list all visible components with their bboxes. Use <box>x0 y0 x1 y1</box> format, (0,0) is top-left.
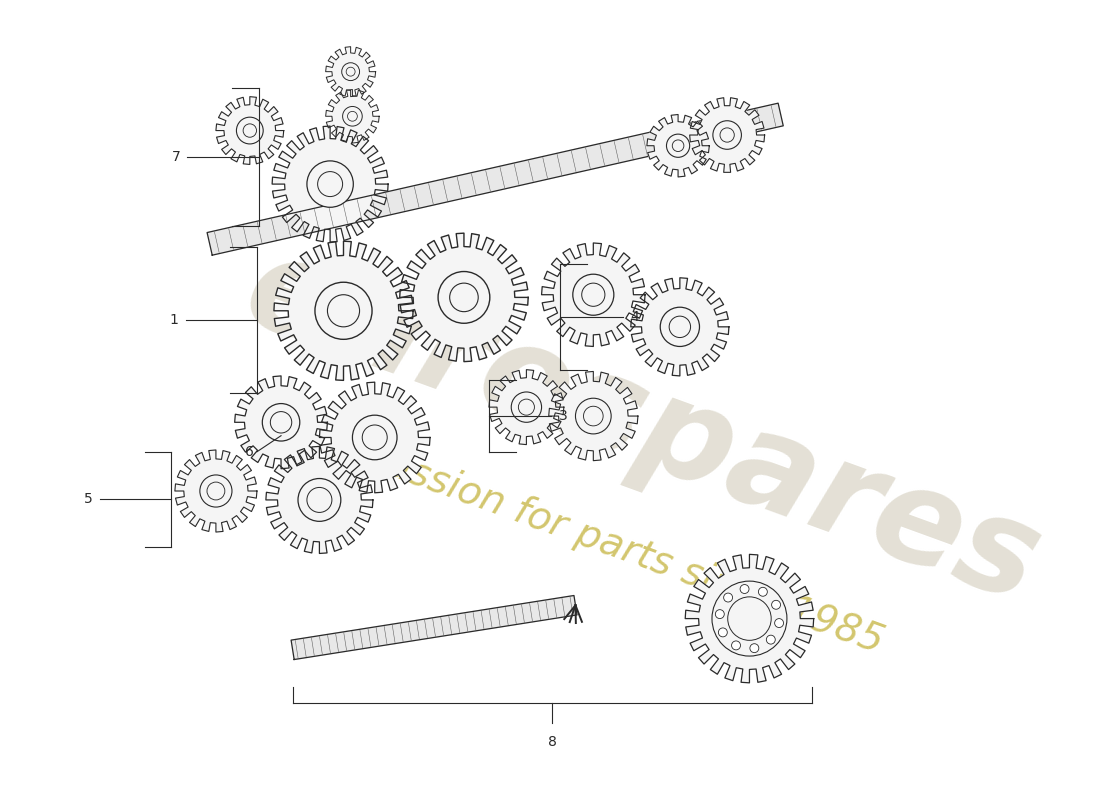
Polygon shape <box>630 278 729 376</box>
Circle shape <box>200 475 232 507</box>
Polygon shape <box>549 371 638 461</box>
Circle shape <box>582 283 605 306</box>
Circle shape <box>732 641 740 650</box>
Circle shape <box>713 121 741 150</box>
Circle shape <box>667 134 690 158</box>
Text: 6: 6 <box>245 445 254 458</box>
Polygon shape <box>216 97 284 165</box>
Text: 3: 3 <box>559 409 568 423</box>
Circle shape <box>518 399 535 415</box>
Circle shape <box>512 392 541 422</box>
Text: 4: 4 <box>630 310 639 324</box>
Polygon shape <box>234 376 328 469</box>
Polygon shape <box>647 114 710 177</box>
Circle shape <box>315 282 372 339</box>
Circle shape <box>724 593 733 602</box>
Circle shape <box>342 62 360 81</box>
Polygon shape <box>175 450 257 532</box>
Circle shape <box>758 587 768 596</box>
Circle shape <box>672 140 684 151</box>
Polygon shape <box>488 370 564 445</box>
Polygon shape <box>690 98 764 172</box>
Circle shape <box>774 618 783 627</box>
Text: 5: 5 <box>84 493 92 506</box>
Circle shape <box>207 482 224 500</box>
Circle shape <box>318 171 342 197</box>
Circle shape <box>660 307 700 346</box>
Text: a passion for parts since 1985: a passion for parts since 1985 <box>324 425 889 661</box>
Circle shape <box>583 406 603 426</box>
Text: 1: 1 <box>169 313 178 326</box>
Polygon shape <box>207 103 783 255</box>
Circle shape <box>262 403 300 441</box>
Circle shape <box>271 411 292 433</box>
Polygon shape <box>272 126 388 242</box>
Circle shape <box>298 478 341 522</box>
Circle shape <box>352 415 397 460</box>
Polygon shape <box>319 382 430 493</box>
Circle shape <box>740 585 749 594</box>
Circle shape <box>771 600 781 610</box>
Polygon shape <box>326 46 375 97</box>
Polygon shape <box>266 446 373 554</box>
Circle shape <box>307 487 332 513</box>
Circle shape <box>720 128 735 142</box>
Circle shape <box>342 106 362 126</box>
Circle shape <box>362 425 387 450</box>
Circle shape <box>236 117 263 144</box>
Polygon shape <box>326 90 379 143</box>
Circle shape <box>715 610 724 618</box>
Polygon shape <box>274 241 414 380</box>
Polygon shape <box>541 243 645 346</box>
Text: eurospares: eurospares <box>229 224 1056 629</box>
Polygon shape <box>292 595 578 659</box>
Text: 8: 8 <box>548 734 557 749</box>
Circle shape <box>438 271 490 323</box>
Polygon shape <box>685 554 814 683</box>
Text: 7: 7 <box>172 150 180 164</box>
Circle shape <box>328 294 360 327</box>
Polygon shape <box>399 233 528 362</box>
Circle shape <box>450 283 478 312</box>
Circle shape <box>750 644 759 653</box>
Circle shape <box>767 635 775 644</box>
Circle shape <box>669 316 691 338</box>
Circle shape <box>573 274 614 315</box>
Circle shape <box>728 597 771 640</box>
Circle shape <box>575 398 612 434</box>
Circle shape <box>243 124 256 138</box>
Circle shape <box>712 581 786 656</box>
Circle shape <box>348 111 358 121</box>
Circle shape <box>307 161 353 207</box>
Circle shape <box>718 628 727 637</box>
Circle shape <box>346 67 355 76</box>
